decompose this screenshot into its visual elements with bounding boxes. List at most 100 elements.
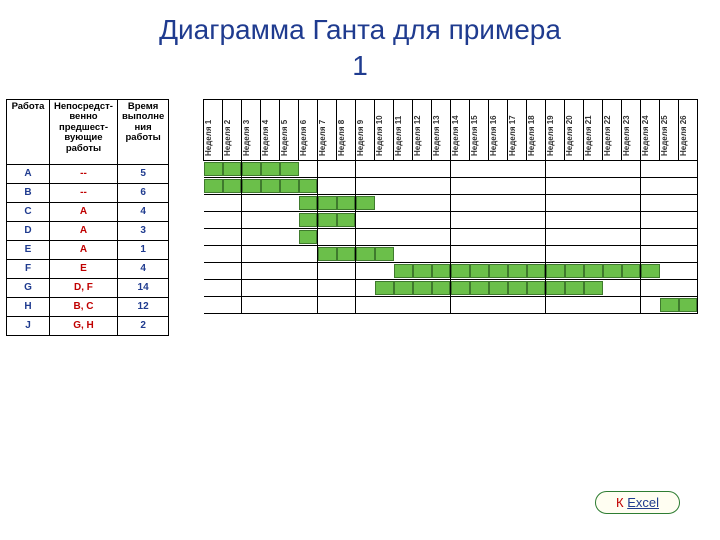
gantt-bar — [318, 196, 337, 210]
gantt-cell — [337, 177, 356, 194]
gantt-bar — [546, 264, 565, 278]
gantt-cell — [470, 228, 489, 245]
gantt-cell — [527, 262, 546, 279]
gantt-cell — [204, 177, 223, 194]
gantt-cell — [299, 296, 318, 313]
gantt-bar — [584, 281, 603, 295]
gantt-bar — [451, 281, 470, 295]
gantt-cell — [660, 228, 679, 245]
gantt-cell — [622, 211, 641, 228]
gantt-bar — [242, 162, 261, 176]
gantt-cell — [299, 279, 318, 296]
gantt-cell — [375, 228, 394, 245]
gantt-cell — [318, 245, 337, 262]
gantt-cell — [394, 296, 413, 313]
gantt-bar — [356, 196, 375, 210]
gantt-cell — [356, 194, 375, 211]
gantt-cell — [622, 262, 641, 279]
title-line-1: Диаграмма Ганта для примера — [159, 14, 561, 45]
gantt-cell — [356, 228, 375, 245]
gantt-cell — [641, 194, 660, 211]
gantt-cell — [204, 279, 223, 296]
gantt-cell — [641, 262, 660, 279]
week-header: Неделя 2 — [223, 99, 242, 160]
gantt-cell — [622, 177, 641, 194]
gantt-cell — [584, 211, 603, 228]
gantt-cell — [527, 296, 546, 313]
task-dur: 4 — [117, 202, 168, 221]
gantt-cell — [679, 296, 698, 313]
gantt-row — [204, 160, 698, 177]
week-header: Неделя 14 — [451, 99, 470, 160]
gantt-bar — [337, 247, 356, 261]
week-header: Неделя 7 — [318, 99, 337, 160]
gantt-cell — [432, 262, 451, 279]
gantt-cell — [565, 211, 584, 228]
gantt-cell — [280, 296, 299, 313]
gantt-cell — [603, 194, 622, 211]
gantt-cell — [223, 262, 242, 279]
gantt-bar — [470, 281, 489, 295]
col-header-task: Работа — [7, 99, 50, 164]
gantt-row — [204, 194, 698, 211]
gantt-cell — [451, 160, 470, 177]
table-row: HB, C12 — [7, 297, 169, 316]
gantt-cell — [641, 245, 660, 262]
gantt-cell — [299, 211, 318, 228]
gantt-bar — [603, 264, 622, 278]
gantt-cell — [584, 296, 603, 313]
gantt-cell — [261, 296, 280, 313]
gantt-cell — [261, 245, 280, 262]
gantt-cell — [261, 228, 280, 245]
task-dur: 14 — [117, 278, 168, 297]
task-pred: -- — [50, 164, 118, 183]
gantt-cell — [299, 160, 318, 177]
gantt-bar — [318, 213, 337, 227]
gantt-bar — [299, 230, 318, 244]
gantt-cell — [432, 211, 451, 228]
task-dur: 6 — [117, 183, 168, 202]
gantt-cell — [622, 160, 641, 177]
gantt-cell — [242, 228, 261, 245]
gantt-bar — [565, 281, 584, 295]
gantt-row — [204, 177, 698, 194]
gantt-cell — [489, 262, 508, 279]
week-header: Неделя 25 — [660, 99, 679, 160]
gantt-cell — [584, 160, 603, 177]
gantt-cell — [565, 262, 584, 279]
page-title: Диаграмма Ганта для примера 1 — [0, 0, 720, 85]
gantt-cell — [394, 160, 413, 177]
excel-button[interactable]: К Excel — [595, 491, 680, 514]
task-pred: -- — [50, 183, 118, 202]
task-name: C — [7, 202, 50, 221]
gantt-cell — [451, 228, 470, 245]
task-name: A — [7, 164, 50, 183]
gantt-cell — [318, 160, 337, 177]
gantt-bar — [261, 179, 280, 193]
week-header: Неделя 10 — [375, 99, 394, 160]
gantt-cell — [375, 211, 394, 228]
excel-link[interactable]: Excel — [627, 495, 659, 510]
gantt-cell — [584, 194, 603, 211]
col-header-dur: Время выполне ния работы — [117, 99, 168, 164]
gantt-cell — [470, 245, 489, 262]
gantt-cell — [641, 228, 660, 245]
gantt-bar — [527, 264, 546, 278]
gantt-cell — [223, 177, 242, 194]
gantt-cell — [375, 177, 394, 194]
week-header: Неделя 24 — [641, 99, 660, 160]
gantt-bar — [489, 264, 508, 278]
gantt-cell — [223, 296, 242, 313]
task-dur: 1 — [117, 240, 168, 259]
gantt-cell — [299, 262, 318, 279]
gantt-cell — [660, 279, 679, 296]
gantt-cell — [413, 296, 432, 313]
gantt-cell — [565, 160, 584, 177]
week-header: Неделя 21 — [584, 99, 603, 160]
gantt-bar — [375, 281, 394, 295]
gantt-cell — [489, 177, 508, 194]
gantt-cell — [318, 296, 337, 313]
week-header: Неделя 8 — [337, 99, 356, 160]
gantt-cell — [679, 262, 698, 279]
gantt-cell — [375, 160, 394, 177]
